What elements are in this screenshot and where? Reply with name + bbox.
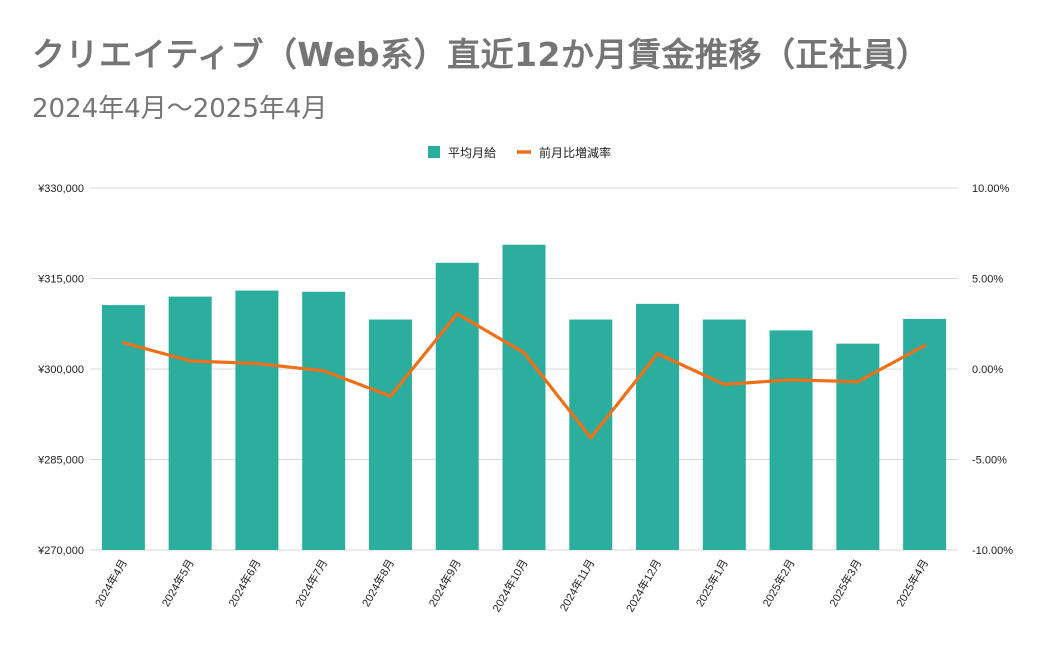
legend-label-bar: 平均月給: [448, 146, 496, 160]
y-right-tick-label: 5.00%: [972, 274, 1003, 286]
y-left-tick-label: ¥315,000: [37, 274, 84, 286]
bar: [769, 330, 813, 550]
bar: [302, 291, 346, 550]
x-tick-label: 2024年4月: [92, 557, 130, 610]
x-tick-label: 2024年6月: [225, 557, 263, 610]
legend-label-line: 前月比増減率: [539, 145, 611, 160]
bar: [168, 296, 212, 550]
y-right-tick-label: 10.00%: [972, 183, 1010, 195]
x-tick-label: 2025年2月: [759, 557, 797, 610]
bar: [636, 303, 680, 550]
line-point: [856, 380, 860, 384]
y-left-tick-label: ¥300,000: [37, 364, 84, 376]
line-point: [589, 436, 593, 440]
y-left-tick-label: ¥270,000: [37, 545, 84, 557]
bar: [836, 343, 880, 550]
line-point: [255, 362, 259, 366]
x-tick-label: 2024年9月: [425, 557, 463, 610]
line-point: [455, 312, 459, 316]
x-tick-label: 2025年3月: [826, 557, 864, 610]
bar: [368, 319, 412, 550]
x-tick-label: 2024年12月: [623, 557, 664, 615]
bar: [235, 290, 279, 550]
line-point: [789, 378, 793, 382]
x-tick-label: 2024年11月: [556, 557, 597, 614]
line-point: [656, 352, 660, 356]
line-point: [322, 369, 326, 373]
y-right-tick-label: -5.00%: [972, 455, 1007, 467]
y-left-tick-label: ¥330,000: [37, 183, 84, 195]
x-tick-label: 2025年1月: [692, 557, 730, 610]
bar: [903, 318, 947, 550]
chart-subtitle: 2024年4月～2025年4月: [32, 94, 328, 124]
chart-title: クリエイティブ（Web系）直近12か月賃金推移（正社員）: [32, 35, 930, 74]
line-point: [923, 343, 927, 347]
line-point: [722, 382, 726, 386]
bar: [435, 262, 479, 550]
bar: [702, 319, 746, 550]
x-tick-label: 2024年5月: [158, 557, 196, 610]
bar: [569, 319, 613, 550]
line-point: [522, 351, 526, 355]
x-tick-label: 2025年4月: [893, 557, 931, 610]
legend-swatch-bar: [428, 146, 440, 158]
line-point: [121, 341, 125, 345]
y-left-tick-label: ¥285,000: [37, 455, 84, 467]
line-point: [188, 359, 192, 363]
x-tick-label: 2024年10月: [489, 557, 530, 615]
y-right-tick-label: 0.00%: [972, 364, 1003, 376]
x-tick-label: 2024年7月: [292, 557, 330, 610]
x-tick-label: 2024年8月: [359, 557, 397, 610]
bar: [502, 244, 546, 551]
line-point: [388, 394, 392, 398]
y-right-tick-label: -10.00%: [972, 545, 1013, 557]
